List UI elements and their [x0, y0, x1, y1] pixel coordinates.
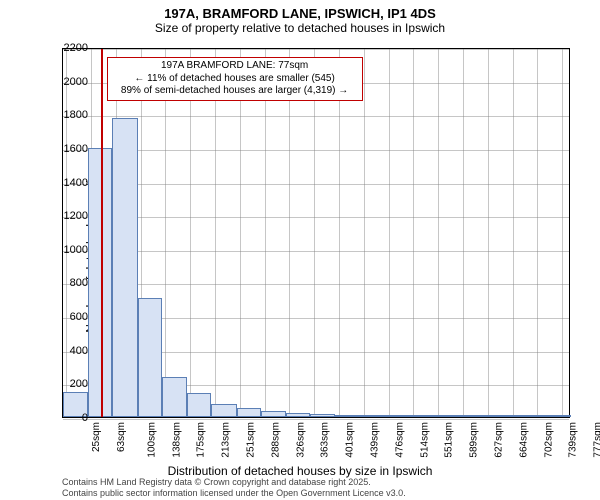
x-tick-label: 627sqm	[494, 422, 505, 458]
chart-container: 197A, BRAMFORD LANE, IPSWICH, IP1 4DS Si…	[0, 0, 600, 500]
y-tick-label: 1800	[48, 109, 88, 121]
histogram-bar	[409, 415, 434, 417]
chart-inner: 197A BRAMFORD LANE: 77sqm← 11% of detach…	[62, 48, 570, 418]
x-tick-label: 251sqm	[246, 422, 257, 458]
grid-line-v	[289, 49, 290, 417]
footnote-line2: Contains public sector information licen…	[62, 488, 406, 498]
histogram-bar	[434, 415, 458, 417]
grid-line-v	[562, 49, 563, 417]
histogram-bar	[187, 393, 211, 417]
x-tick-label: 363sqm	[320, 422, 331, 458]
grid-line-h	[63, 419, 569, 420]
grid-line-v	[339, 49, 340, 417]
histogram-bar	[459, 415, 484, 417]
x-tick-label: 100sqm	[146, 422, 157, 458]
grid-line-h	[63, 217, 569, 218]
x-tick-label: 326sqm	[295, 422, 306, 458]
y-tick-label: 0	[48, 412, 88, 424]
x-tick-label: 63sqm	[116, 422, 127, 452]
histogram-bar	[484, 415, 508, 417]
annotation-line3: 89% of semi-detached houses are larger (…	[114, 85, 356, 98]
y-tick-label: 200	[48, 378, 88, 390]
histogram-bar	[360, 415, 385, 417]
grid-line-h	[63, 284, 569, 285]
plot-area: 197A BRAMFORD LANE: 77sqm← 11% of detach…	[62, 48, 570, 418]
grid-line-v	[240, 49, 241, 417]
y-tick-label: 1400	[48, 177, 88, 189]
grid-line-v	[463, 49, 464, 417]
chart-subtitle: Size of property relative to detached ho…	[0, 21, 600, 39]
y-tick-label: 400	[48, 345, 88, 357]
annotation-line1: 197A BRAMFORD LANE: 77sqm	[114, 60, 356, 73]
grid-line-v	[215, 49, 216, 417]
y-tick-label: 2000	[48, 76, 88, 88]
histogram-bar	[237, 408, 261, 417]
x-tick-label: 25sqm	[91, 422, 102, 452]
x-tick-label: 175sqm	[196, 422, 207, 458]
histogram-bar	[162, 377, 187, 417]
x-tick-label: 213sqm	[221, 422, 232, 458]
x-tick-label: 739sqm	[568, 422, 579, 458]
histogram-bar	[112, 118, 137, 417]
grid-line-h	[63, 251, 569, 252]
x-tick-label: 664sqm	[518, 422, 529, 458]
marker-line	[101, 49, 103, 417]
histogram-bar	[261, 411, 286, 417]
x-tick-label: 777sqm	[593, 422, 600, 458]
grid-line-h	[63, 116, 569, 117]
x-tick-label: 551sqm	[444, 422, 455, 458]
y-tick-label: 600	[48, 311, 88, 323]
histogram-bar	[335, 415, 359, 417]
grid-line-v	[513, 49, 514, 417]
grid-line-v	[364, 49, 365, 417]
grid-line-v	[165, 49, 166, 417]
x-tick-label: 514sqm	[419, 422, 430, 458]
histogram-bar	[211, 404, 236, 417]
x-tick-label: 401sqm	[345, 422, 356, 458]
grid-line-v	[190, 49, 191, 417]
annotation-line2: ← 11% of detached houses are smaller (54…	[114, 73, 356, 86]
grid-line-h	[63, 184, 569, 185]
y-tick-label: 2200	[48, 42, 88, 54]
grid-line-v	[66, 49, 67, 417]
y-tick-label: 1000	[48, 244, 88, 256]
histogram-bar	[310, 414, 335, 417]
x-tick-label: 702sqm	[544, 422, 555, 458]
histogram-bar	[385, 415, 409, 417]
histogram-bar	[508, 415, 533, 417]
grid-line-v	[265, 49, 266, 417]
histogram-bar	[533, 415, 557, 417]
x-axis-label: Distribution of detached houses by size …	[0, 464, 600, 478]
grid-line-v	[537, 49, 538, 417]
grid-line-v	[389, 49, 390, 417]
y-tick-label: 1200	[48, 210, 88, 222]
footnote: Contains HM Land Registry data © Crown c…	[62, 477, 406, 498]
x-tick-label: 138sqm	[171, 422, 182, 458]
x-tick-label: 288sqm	[270, 422, 281, 458]
grid-line-h	[63, 49, 569, 50]
chart-title: 197A, BRAMFORD LANE, IPSWICH, IP1 4DS	[0, 0, 600, 21]
histogram-bar	[138, 298, 162, 417]
x-tick-label: 589sqm	[469, 422, 480, 458]
histogram-bar	[558, 415, 571, 417]
annotation-box: 197A BRAMFORD LANE: 77sqm← 11% of detach…	[107, 57, 363, 101]
grid-line-h	[63, 150, 569, 151]
grid-line-v	[438, 49, 439, 417]
histogram-bar	[286, 413, 310, 417]
grid-line-v	[488, 49, 489, 417]
footnote-line1: Contains HM Land Registry data © Crown c…	[62, 477, 406, 487]
y-tick-label: 1600	[48, 143, 88, 155]
grid-line-v	[314, 49, 315, 417]
grid-line-v	[413, 49, 414, 417]
x-tick-label: 439sqm	[370, 422, 381, 458]
x-tick-label: 476sqm	[394, 422, 405, 458]
y-tick-label: 800	[48, 277, 88, 289]
